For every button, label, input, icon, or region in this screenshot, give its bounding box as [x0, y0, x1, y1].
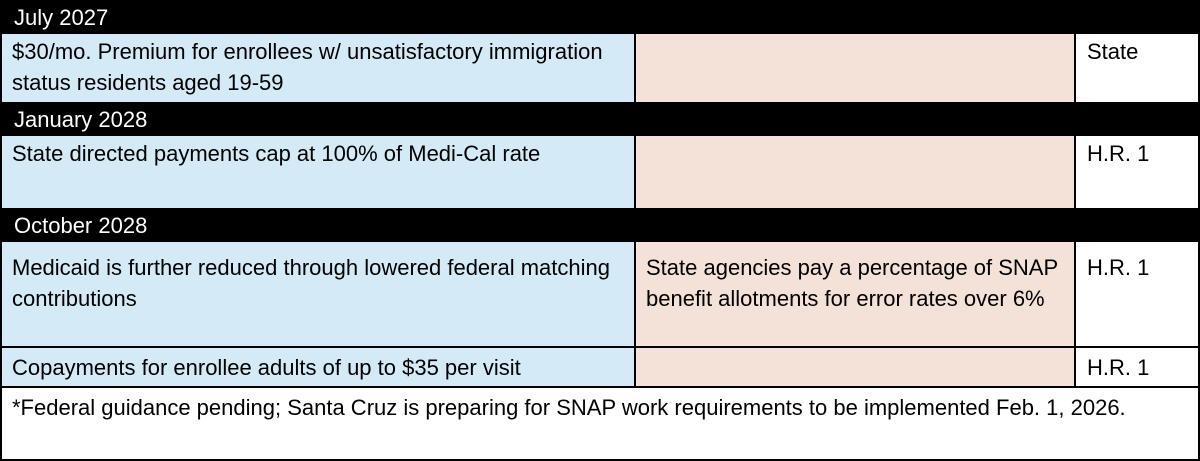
source-cell: State: [1076, 34, 1198, 102]
table-row: State directed payments cap at 100% of M…: [2, 136, 1198, 210]
snap-cell: [636, 34, 1076, 102]
snap-cell: [636, 348, 1076, 386]
table-row: Medicaid is further reduced through lowe…: [2, 242, 1198, 348]
source-cell: H.R. 1: [1076, 242, 1198, 346]
source-cell: H.R. 1: [1076, 136, 1198, 208]
table-row: Copayments for enrollee adults of up to …: [2, 348, 1198, 388]
section-header-july-2027: July 2027: [2, 2, 1198, 34]
footnote-text: *Federal guidance pending; Santa Cruz is…: [12, 395, 1126, 420]
section-header-january-2028: January 2028: [2, 104, 1198, 136]
source-cell: H.R. 1: [1076, 348, 1198, 386]
table-row: $30/mo. Premium for enrollees w/ unsatis…: [2, 34, 1198, 104]
medi-cal-cell: $30/mo. Premium for enrollees w/ unsatis…: [2, 34, 636, 102]
snap-cell: State agencies pay a percentage of SNAP …: [636, 242, 1076, 346]
medi-cal-cell: Medicaid is further reduced through lowe…: [2, 242, 636, 346]
footnote: *Federal guidance pending; Santa Cruz is…: [2, 388, 1198, 459]
medi-cal-cell: Copayments for enrollee adults of up to …: [2, 348, 636, 386]
section-heading: July 2027: [14, 5, 109, 30]
medi-cal-cell: State directed payments cap at 100% of M…: [2, 136, 636, 208]
snap-cell: [636, 136, 1076, 208]
section-heading: October 2028: [14, 213, 148, 238]
section-header-october-2028: October 2028: [2, 210, 1198, 242]
section-heading: January 2028: [14, 107, 148, 132]
